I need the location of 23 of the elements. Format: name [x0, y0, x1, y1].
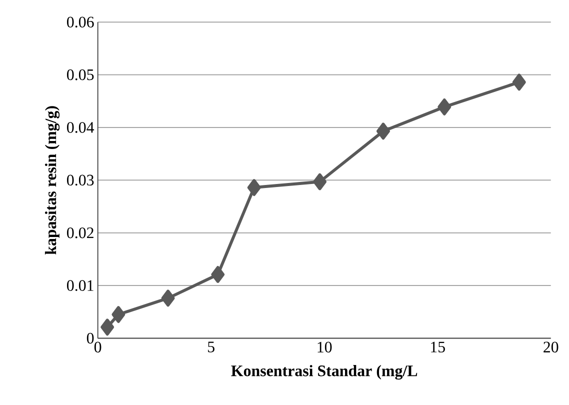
point: [161, 290, 175, 307]
point: [247, 179, 261, 196]
point: [376, 122, 390, 140]
x-tick-label: 15: [431, 342, 445, 352]
y-tick-label: 0: [86, 332, 94, 344]
point: [438, 98, 452, 116]
point: [211, 266, 225, 283]
point: [512, 74, 526, 91]
x-tick-label: 0: [94, 342, 102, 352]
y-axis-title: kapasitas resin (mg/g): [44, 106, 60, 254]
x-tick-label: 20: [544, 342, 558, 352]
point: [112, 306, 126, 323]
x-axis-title: Konsentrasi Standar (mg/L: [231, 364, 418, 380]
point: [313, 173, 327, 190]
y-tick-label: 0.06: [67, 16, 94, 28]
x-tick-label: 5: [208, 342, 214, 352]
y-tick-label: 0.01: [67, 280, 94, 291]
x-tick-label: 10: [318, 342, 332, 352]
y-tick-label: 0.05: [67, 69, 94, 80]
y-tick-label: 0.02: [67, 227, 94, 238]
point: [100, 318, 114, 336]
y-tick-label: 0.04: [67, 122, 94, 133]
y-tick-label: 0.03: [67, 174, 94, 186]
